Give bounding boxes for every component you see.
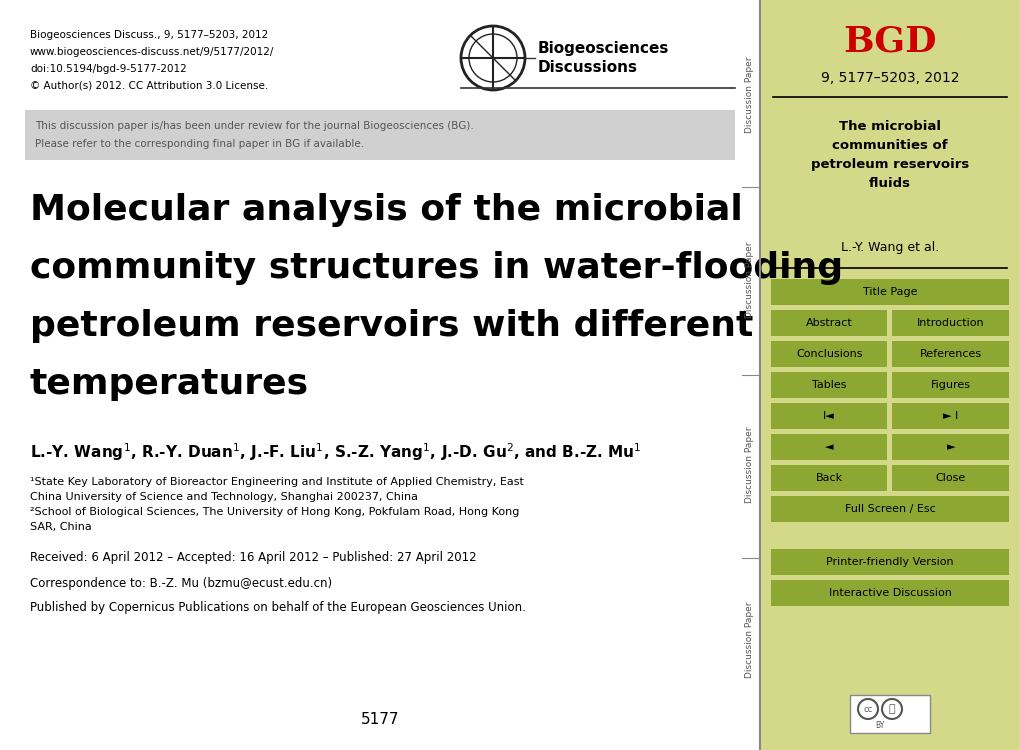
Text: Biogeosciences: Biogeosciences [537, 40, 668, 56]
Bar [849, 695, 929, 733]
Bar [770, 310, 887, 336]
Bar [770, 580, 1008, 606]
Text: I◄: I◄ [822, 411, 835, 421]
Text: temperatures: temperatures [30, 367, 309, 401]
Bar [892, 403, 1008, 429]
Bar [770, 549, 1008, 575]
Text: Interactive Discussion: Interactive Discussion [827, 588, 951, 598]
Text: ¹State Key Laboratory of Bioreactor Engineering and Institute of Applied Chemist: ¹State Key Laboratory of Bioreactor Engi… [30, 477, 524, 487]
Bar [770, 403, 887, 429]
Text: Close: Close [934, 473, 965, 483]
Bar [770, 465, 887, 491]
Text: ► I: ► I [943, 411, 958, 421]
Text: BY: BY [874, 721, 883, 730]
Text: L.-Y. Wang$^1$, R.-Y. Duan$^1$, J.-F. Liu$^1$, S.-Z. Yang$^1$, J.-D. Gu$^2$, and: L.-Y. Wang$^1$, R.-Y. Duan$^1$, J.-F. Li… [30, 441, 641, 463]
Bar [25, 110, 735, 160]
Text: 5177: 5177 [361, 712, 398, 728]
Text: Discussion Paper: Discussion Paper [745, 427, 754, 503]
Bar [770, 496, 1008, 522]
Bar [770, 279, 1008, 305]
Text: Abstract: Abstract [805, 318, 852, 328]
Text: © Author(s) 2012. CC Attribution 3.0 License.: © Author(s) 2012. CC Attribution 3.0 Lic… [30, 81, 268, 91]
Text: www.biogeosciences-discuss.net/9/5177/2012/: www.biogeosciences-discuss.net/9/5177/20… [30, 47, 274, 57]
Text: China University of Science and Technology, Shanghai 200237, China: China University of Science and Technolo… [30, 492, 418, 502]
Bar [770, 434, 887, 460]
Text: Discussion Paper: Discussion Paper [745, 242, 754, 318]
Text: References: References [919, 349, 981, 359]
Text: ²School of Biological Sciences, The University of Hong Kong, Pokfulam Road, Hong: ²School of Biological Sciences, The Univ… [30, 507, 519, 517]
Text: Discussion Paper: Discussion Paper [745, 57, 754, 134]
Text: Discussions: Discussions [537, 61, 637, 76]
Text: Introduction: Introduction [916, 318, 983, 328]
Text: The microbial
communities of
petroleum reservoirs
fluids: The microbial communities of petroleum r… [810, 120, 968, 190]
Text: Back: Back [815, 473, 842, 483]
Text: This discussion paper is/has been under review for the journal Biogeosciences (B: This discussion paper is/has been under … [35, 121, 473, 131]
Text: Correspondence to: B.-Z. Mu (bzmu@ecust.edu.cn): Correspondence to: B.-Z. Mu (bzmu@ecust.… [30, 577, 332, 590]
Bar [892, 434, 1008, 460]
Text: ⓘ: ⓘ [888, 704, 895, 714]
Bar [892, 310, 1008, 336]
Text: SAR, China: SAR, China [30, 522, 92, 532]
Bar [892, 372, 1008, 398]
Text: Biogeosciences Discuss., 9, 5177–5203, 2012: Biogeosciences Discuss., 9, 5177–5203, 2… [30, 30, 268, 40]
Text: Full Screen / Esc: Full Screen / Esc [844, 504, 934, 514]
Text: Tables: Tables [811, 380, 846, 390]
Text: L.-Y. Wang et al.: L.-Y. Wang et al. [840, 242, 938, 254]
Text: BGD: BGD [843, 25, 935, 59]
Text: ►: ► [946, 442, 954, 452]
Text: Figures: Figures [930, 380, 970, 390]
Text: petroleum reservoirs with different: petroleum reservoirs with different [30, 309, 753, 343]
Text: Please refer to the corresponding final paper in BG if available.: Please refer to the corresponding final … [35, 139, 364, 149]
Bar [892, 341, 1008, 367]
Text: Discussion Paper: Discussion Paper [745, 602, 754, 678]
Text: Title Page: Title Page [862, 287, 916, 297]
Text: Molecular analysis of the microbial: Molecular analysis of the microbial [30, 193, 742, 227]
Text: community structures in water-flooding: community structures in water-flooding [30, 251, 843, 285]
Bar [759, 0, 1019, 750]
Bar [770, 341, 887, 367]
Text: ◄: ◄ [824, 442, 833, 452]
Text: cc: cc [862, 704, 872, 713]
Text: Received: 6 April 2012 – Accepted: 16 April 2012 – Published: 27 April 2012: Received: 6 April 2012 – Accepted: 16 Ap… [30, 551, 476, 565]
Text: doi:10.5194/bgd-9-5177-2012: doi:10.5194/bgd-9-5177-2012 [30, 64, 186, 74]
Text: 9, 5177–5203, 2012: 9, 5177–5203, 2012 [820, 71, 958, 85]
Text: Conclusions: Conclusions [795, 349, 862, 359]
Text: Printer-friendly Version: Printer-friendly Version [825, 557, 953, 567]
Bar [770, 372, 887, 398]
Text: Published by Copernicus Publications on behalf of the European Geosciences Union: Published by Copernicus Publications on … [30, 602, 526, 614]
Bar [892, 465, 1008, 491]
